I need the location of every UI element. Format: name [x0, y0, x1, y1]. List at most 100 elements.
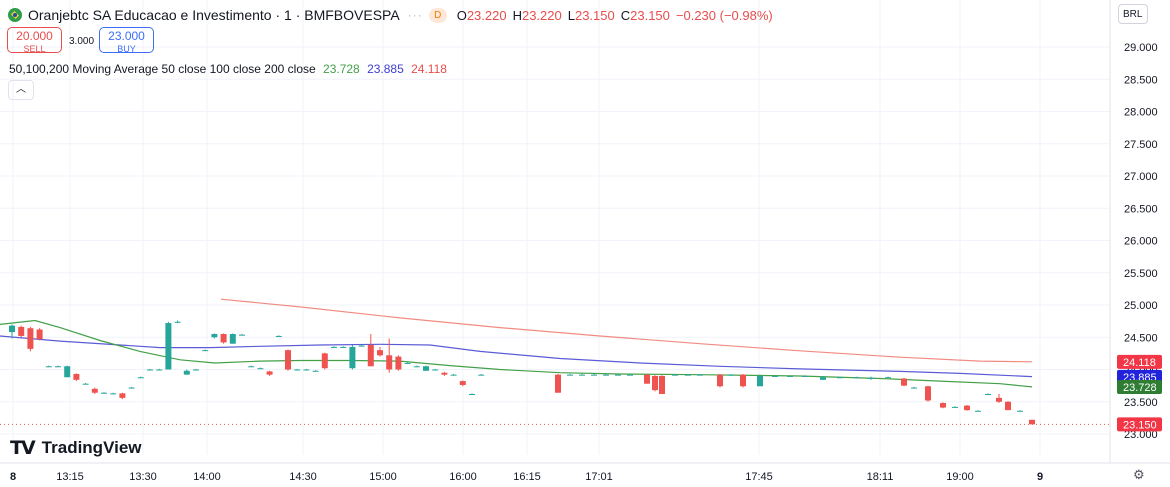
- candle: [45, 366, 52, 368]
- chevron-up-icon: ︿: [16, 84, 26, 95]
- currency-button[interactable]: BRL: [1118, 4, 1148, 24]
- more-dots-icon[interactable]: ···: [407, 8, 423, 22]
- candle: [349, 346, 356, 369]
- candle: [555, 374, 561, 393]
- candle: [1005, 401, 1011, 411]
- y-tick-label: 25.000: [1124, 300, 1158, 312]
- candle: [975, 410, 981, 412]
- candle: [9, 325, 15, 333]
- sell-price: 20.000: [16, 29, 53, 43]
- brazil-flag-icon: [8, 8, 22, 22]
- price-label-text: 23.150: [1123, 419, 1157, 431]
- candle: [377, 350, 383, 356]
- symbol-title[interactable]: Oranjebtc SA Educacao e Investimento · 1…: [28, 7, 400, 23]
- x-tick-label: 15:00: [369, 471, 397, 483]
- candle: [193, 369, 199, 371]
- candle: [478, 374, 485, 376]
- ma200-value: 24.118: [411, 62, 447, 76]
- candle: [395, 356, 402, 370]
- candle: [644, 374, 650, 384]
- candle: [740, 374, 746, 387]
- candle: [837, 377, 843, 379]
- price-label-bg: [1117, 380, 1162, 395]
- price-label-text: 23.728: [1123, 382, 1157, 394]
- candle: [312, 370, 319, 372]
- y-tick-label: 29.000: [1124, 42, 1158, 54]
- candle: [294, 369, 301, 371]
- candlesticks: [9, 320, 1035, 425]
- collapse-indicators-button[interactable]: ︿: [8, 80, 34, 100]
- price-label-bg: [1117, 417, 1162, 432]
- candle: [137, 377, 144, 379]
- buy-label: BUY: [117, 44, 136, 54]
- candle: [128, 387, 135, 389]
- candle: [266, 371, 273, 375]
- candle: [202, 350, 209, 352]
- candle: [110, 393, 117, 395]
- candle: [183, 370, 190, 375]
- x-tick-label: 18:11: [867, 471, 894, 483]
- candle: [757, 375, 763, 387]
- candle: [101, 392, 107, 394]
- sell-label: SELL: [23, 44, 46, 54]
- indicator-legend[interactable]: 50,100,200 Moving Average 50 close 100 c…: [9, 62, 447, 76]
- ma200-line: [220, 298, 1033, 363]
- x-tick-label: 13:30: [129, 471, 157, 483]
- y-tick-label: 28.000: [1124, 107, 1158, 119]
- x-tick-label: 9: [1037, 471, 1043, 483]
- candle: [358, 345, 365, 347]
- candle: [423, 366, 429, 371]
- y-tick-label: 26.000: [1124, 236, 1158, 248]
- candle: [697, 374, 703, 376]
- candle: [257, 368, 264, 370]
- candle: [248, 366, 255, 368]
- candle: [1017, 410, 1023, 412]
- candle: [450, 374, 457, 376]
- candle: [868, 377, 874, 379]
- y-tick-label: 24.500: [1124, 332, 1158, 344]
- candle: [156, 369, 163, 371]
- settings-gear-icon[interactable]: ⚙: [1133, 467, 1145, 482]
- sell-button[interactable]: 20.000 SELL: [7, 27, 62, 54]
- candle: [940, 403, 946, 408]
- candle: [885, 377, 891, 379]
- candle: [459, 381, 466, 385]
- ohlc-low: L23.150: [567, 7, 615, 23]
- candle: [413, 366, 420, 368]
- candle: [985, 394, 991, 396]
- x-tick-label: 19:00: [946, 471, 974, 483]
- candle: [73, 374, 80, 380]
- candle: [615, 374, 621, 376]
- x-tick-label: 16:00: [449, 471, 477, 483]
- candle: [652, 375, 658, 391]
- y-tick-label: 23.500: [1124, 397, 1158, 409]
- candle: [91, 388, 98, 393]
- candle: [854, 377, 860, 379]
- candle: [55, 366, 61, 368]
- buy-button[interactable]: 23.000 BUY: [99, 27, 154, 54]
- y-tick-label: 28.500: [1124, 74, 1158, 86]
- tradingview-logo[interactable]: TV TradingView: [10, 437, 142, 459]
- candle: [579, 374, 585, 376]
- candle: [802, 375, 808, 377]
- candle: [925, 386, 931, 401]
- tradingview-wordmark: TradingView: [41, 438, 142, 457]
- price-label-bg: [1117, 354, 1162, 369]
- price-change: −0.230 (−0.98%): [675, 7, 773, 23]
- x-tick-label: 14:00: [193, 471, 221, 483]
- ohlc-close: C23.150: [620, 7, 670, 23]
- buy-price: 23.000: [108, 29, 145, 43]
- candle: [285, 350, 291, 370]
- y-tick-label: 27.500: [1124, 139, 1158, 151]
- spread-value: 3.000: [69, 36, 95, 47]
- candle: [432, 369, 439, 371]
- candle: [603, 374, 609, 376]
- tradingview-icon: TV: [10, 437, 36, 459]
- candle: [321, 353, 328, 369]
- x-tick-label: 14:30: [289, 471, 317, 483]
- candle: [404, 363, 411, 365]
- candle: [567, 374, 573, 376]
